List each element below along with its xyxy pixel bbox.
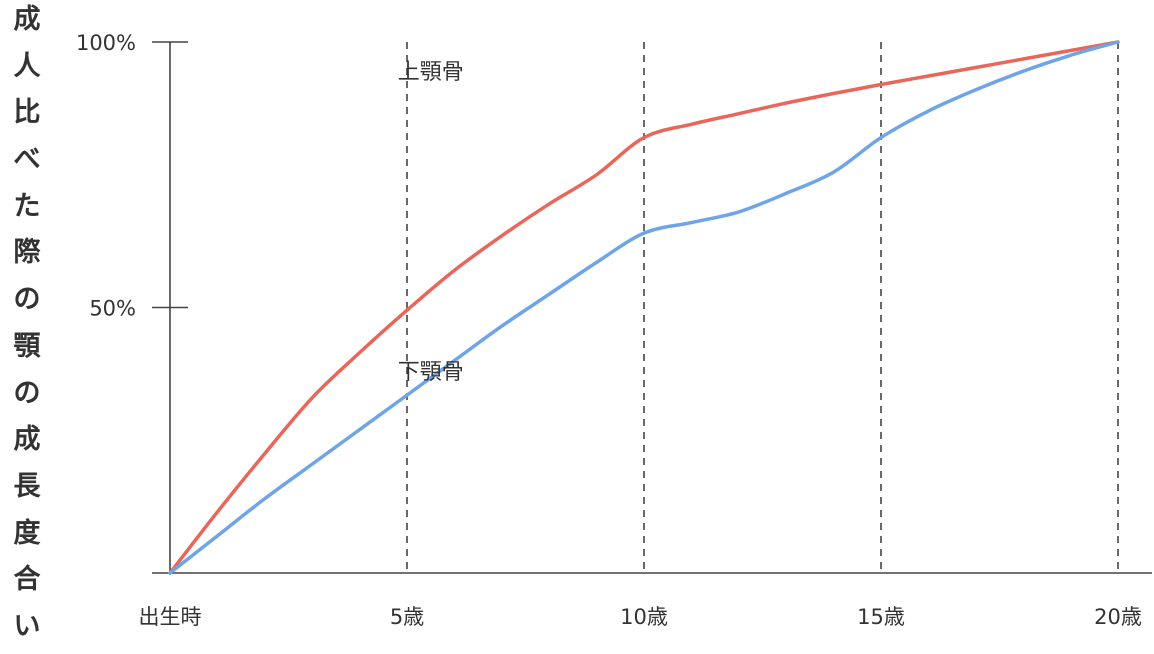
- y-axis-label-char: い: [13, 611, 41, 643]
- axes: [152, 41, 1152, 574]
- y-axis-label: 成人比べた際の顎の成長度合い: [6, 0, 48, 654]
- x-tick-label: 出生時: [139, 605, 202, 629]
- y-tick-label: 100%: [76, 31, 136, 55]
- series-line-1: [168, 40, 1120, 575]
- series-lines: [168, 40, 1120, 575]
- vertical-gridlines: [406, 42, 1119, 573]
- x-tick-label: 20歳: [1094, 605, 1142, 629]
- y-axis-label-char: の: [13, 377, 41, 409]
- y-axis-label-char: 度: [13, 517, 41, 549]
- series-line-0: [168, 40, 1120, 575]
- y-axis-label-char: 長: [13, 471, 41, 502]
- y-axis-label-char: 人: [13, 50, 41, 82]
- y-tick-label: 50%: [89, 297, 136, 321]
- y-axis-label-char: た: [13, 190, 41, 222]
- x-tick-label: 15歳: [857, 605, 905, 629]
- y-axis-label-char: べ: [13, 144, 41, 175]
- y-axis-label-char: 成: [13, 424, 41, 456]
- y-axis-label-char: 比: [13, 97, 41, 129]
- series-label: 下顎骨: [398, 360, 464, 385]
- series-label: 上顎骨: [398, 60, 464, 85]
- y-axis-label-char: 顎: [13, 330, 41, 362]
- y-axis-label-char: 成: [13, 3, 41, 35]
- y-axis-label-char: 合: [13, 564, 41, 596]
- x-tick-label: 10歳: [620, 605, 668, 629]
- x-tick-label: 5歳: [390, 605, 424, 629]
- y-axis-label-char: の: [13, 284, 41, 316]
- y-axis-label-char: 際: [13, 237, 41, 269]
